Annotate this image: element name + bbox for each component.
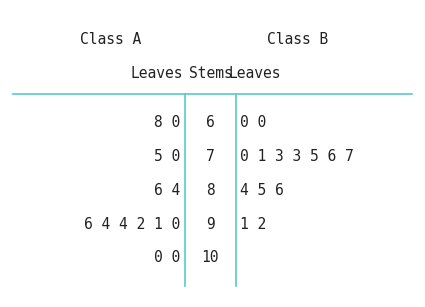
Text: 1 2: 1 2: [240, 217, 266, 231]
Text: 6: 6: [206, 115, 215, 130]
Text: 6 4: 6 4: [154, 183, 181, 198]
Text: Class A: Class A: [80, 33, 141, 47]
Text: 10: 10: [201, 251, 219, 265]
Text: Class B: Class B: [267, 33, 328, 47]
Text: Leaves: Leaves: [229, 66, 281, 81]
Text: 8 0: 8 0: [154, 115, 181, 130]
Text: 4 5 6: 4 5 6: [240, 183, 284, 198]
Text: 7: 7: [206, 149, 215, 164]
Text: Leaves: Leaves: [131, 66, 184, 81]
Text: 0 0: 0 0: [240, 115, 266, 130]
Text: 5 0: 5 0: [154, 149, 181, 164]
Text: 8: 8: [206, 183, 215, 198]
Text: 6 4 4 2 1 0: 6 4 4 2 1 0: [85, 217, 181, 231]
Text: 0 1 3 3 5 6 7: 0 1 3 3 5 6 7: [240, 149, 354, 164]
Text: 9: 9: [206, 217, 215, 231]
Text: Stems: Stems: [189, 66, 232, 81]
Text: 0 0: 0 0: [154, 251, 181, 265]
